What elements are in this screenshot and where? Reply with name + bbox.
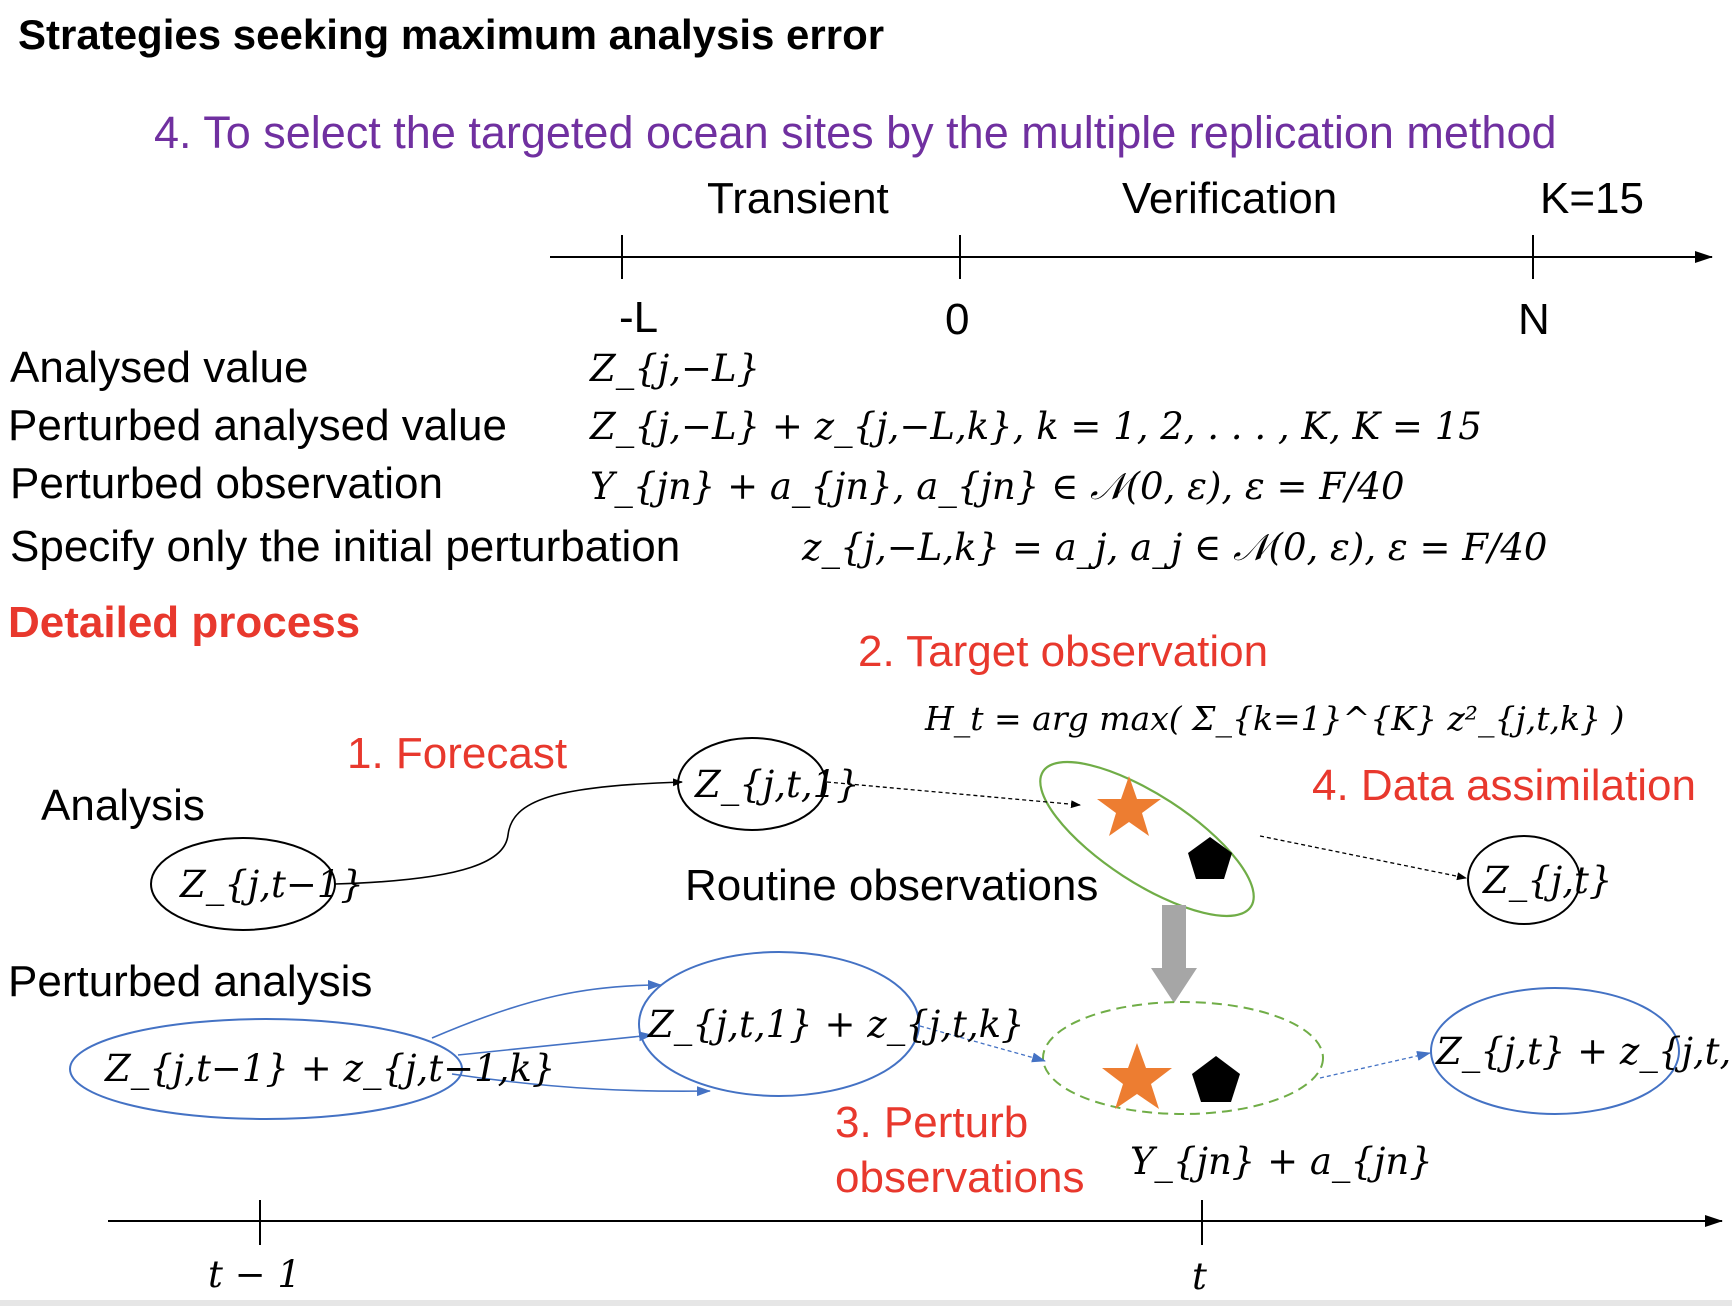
pentagon-icon [1188, 837, 1232, 879]
node-z-fcst-label: Z_{j,t,1} [695, 763, 860, 806]
node-zp-fcst-label: Z_{j,t,1} + z_{j,t,k} [648, 1003, 1025, 1046]
k-label: K=15 [1540, 174, 1644, 223]
target-obs-ellipse [1039, 760, 1255, 918]
method-subtitle: 4. To select the targeted ocean sites by… [154, 107, 1557, 158]
target-formula: H_t = arg max( Σ_{k=1}^{K} z²_{j,t,k} ) [925, 699, 1625, 738]
definition-formula-perturbed-analysed: Z_{j,−L} + z_{j,−L,k}, k = 1, 2, . . . ,… [590, 405, 1482, 448]
step-perturb-label-line2: observations [835, 1153, 1085, 1202]
node-zp-prev-ellipse [69, 1018, 463, 1120]
target-to-assim-arrow [1259, 835, 1467, 881]
tick-label-zero: 0 [945, 295, 970, 344]
row-label-perturbed-analysis: Perturbed analysis [8, 957, 373, 1006]
step-assimilation-label: 4. Data assimilation [1312, 761, 1696, 810]
routine-observations-label: Routine observations [685, 861, 1099, 910]
node-zp-t-ellipse [1430, 987, 1680, 1115]
phase-verification-label: Verification [1122, 174, 1338, 223]
definition-formula-perturbed-obs: Y_{jn} + a_{jn}, a_{jn} ∈ 𝒩(0, ε), ε = F… [590, 465, 1405, 508]
obs-to-zp-t-arrow [1319, 1051, 1431, 1079]
node-z-t-ellipse [1467, 835, 1581, 925]
star-icon [1097, 776, 1161, 836]
node-zp-fcst-ellipse [638, 951, 920, 1097]
definition-formula-analysed: Z_{j,−L} [590, 347, 761, 390]
ensemble-arrow-middle [457, 1031, 653, 1056]
step-target-label: 2. Target observation [858, 627, 1269, 676]
phase-transient-label: Transient [707, 174, 889, 223]
definition-label-initial-perturbation: Specify only the initial perturbation [10, 522, 681, 571]
node-z-t-label: Z_{j,t} [1483, 859, 1613, 902]
bottom-tick-label-t: t [1192, 1255, 1207, 1298]
bottom-border-strip [0, 1300, 1732, 1306]
definition-label-perturbed-analysed: Perturbed analysed value [8, 401, 507, 450]
page-title: Strategies seeking maximum analysis erro… [18, 11, 885, 58]
step-forecast-label: 1. Forecast [347, 729, 568, 778]
perturbed-obs-ellipse [1042, 1001, 1324, 1115]
tick-label-minus-l: -L [619, 293, 659, 342]
forecast-arrow [334, 778, 683, 885]
node-zp-prev-label: Z_{j,t−1} + z_{j,t−1,k} [105, 1047, 556, 1090]
detailed-process-heading: Detailed process [8, 598, 361, 647]
star-icon-perturbed [1102, 1043, 1172, 1109]
definition-label-analysed: Analysed value [10, 343, 309, 392]
zp-fcst-to-obs-arrow [919, 1025, 1046, 1063]
step-perturb-label-line1: 3. Perturb [835, 1098, 1029, 1147]
pentagon-icon-perturbed [1192, 1056, 1240, 1102]
tick-label-n: N [1518, 295, 1550, 344]
down-arrow-icon [1151, 905, 1197, 1003]
row-label-analysis: Analysis [41, 781, 205, 830]
ensemble-arrow-bottom [451, 1073, 711, 1097]
perturbed-obs-label: Y_{jn} + a_{jn} [1130, 1140, 1433, 1183]
bottom-tick-label-t-minus-1: t − 1 [208, 1253, 301, 1296]
definition-label-perturbed-obs: Perturbed observation [10, 459, 443, 508]
node-zp-t-label: Z_{j,t} + z_{j,t,k} [1436, 1030, 1732, 1073]
definition-formula-initial-perturbation: z_{j,−L,k} = a_j, a_j ∈ 𝒩(0, ε), ε = F/4… [802, 526, 1548, 569]
ensemble-arrow-top [431, 980, 662, 1039]
node-z-prev-label: Z_{j,t−1} [180, 863, 364, 906]
fcst-to-target-arrow [826, 781, 1081, 809]
